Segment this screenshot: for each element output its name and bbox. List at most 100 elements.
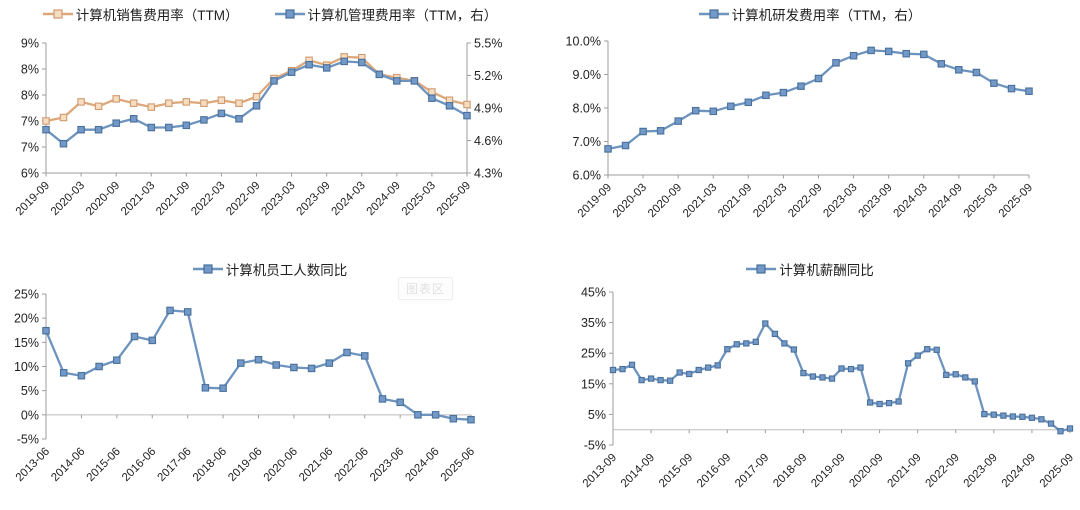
data-point-marker: [814, 74, 823, 83]
legend-label: 计算机薪酬同比: [779, 263, 874, 278]
y-axis-tick-label: 25%: [14, 288, 39, 302]
chart-rnd-ratio[interactable]: 计算机研发费用率（TTM，右） 10.0% 9.0% 8.0% 7.0% 6.0% 201…: [540, 0, 1080, 255]
data-point-marker: [621, 141, 630, 150]
data-point-marker: [325, 359, 334, 367]
data-point-marker: [647, 375, 655, 382]
legend-expense-ratios: 计算机销售费用率（TTM） 计算机管理费用率（TTM，右）: [0, 3, 540, 25]
data-point-marker: [378, 395, 387, 403]
y-axis-tick-label: 6.0%: [573, 169, 602, 183]
headcount-yoy-plot-area[interactable]: 25% 20% 15% 10% 5% 0% -5%2013-062014-062015-06…: [0, 280, 540, 510]
data-point-marker: [183, 308, 192, 316]
data-point-marker: [449, 414, 458, 423]
data-point-marker: [463, 100, 471, 109]
data-point-marker: [838, 365, 845, 372]
x-axis-tick-label: 2021-09: [154, 180, 192, 218]
data-point-marker: [165, 99, 173, 107]
data-point-marker: [235, 115, 243, 123]
legend-item: 计算机销售费用率（TTM）: [42, 4, 239, 24]
data-point-marker: [876, 400, 883, 408]
data-point-marker: [990, 411, 997, 418]
chart-area-tooltip: 图表区: [398, 277, 454, 300]
data-point-marker: [112, 95, 120, 103]
data-point-marker: [414, 411, 422, 419]
data-point-marker: [129, 99, 138, 107]
data-point-marker: [219, 384, 227, 392]
data-point-marker: [130, 332, 139, 341]
x-axis-tick-label: 2019-09: [576, 182, 614, 220]
data-point-marker: [809, 373, 817, 380]
data-point-marker: [638, 376, 645, 384]
series-orange: [42, 53, 471, 125]
x-axis-tick-label: 2021-03: [681, 182, 719, 220]
data-point-marker: [657, 376, 664, 384]
data-point-marker: [428, 88, 436, 96]
data-point-marker: [676, 369, 683, 376]
data-point-marker: [200, 116, 208, 124]
data-point-marker: [182, 121, 191, 130]
chart-expense-ratios[interactable]: 计算机销售费用率（TTM） 计算机管理费用率（TTM，右） 9% 8% 8% 7% 7% 6…: [0, 0, 540, 255]
x-axis-tick-label: 2017-09: [733, 452, 771, 490]
data-point-marker: [884, 47, 893, 56]
data-point-marker: [272, 361, 280, 369]
data-point-marker: [933, 346, 940, 353]
expense-ratios-plot-area[interactable]: 9%8%8%7%7%6%5.5%5.2%4.9%4.6%4.3%2019-092…: [0, 25, 540, 255]
x-axis-tick-label: 2022-09: [786, 182, 824, 220]
x-axis-tick-label: 2021-03: [119, 180, 157, 218]
data-point-marker: [666, 377, 674, 384]
y-axis-tick-label: 9%: [21, 37, 39, 51]
y-axis-tick-label: 8%: [21, 63, 39, 77]
rnd-ratio-plot-area[interactable]: 10.0% 9.0% 8.0% 7.0% 6.0%2019-092020-032020-…: [540, 25, 1080, 255]
data-point-marker: [743, 340, 750, 347]
data-point-marker: [1047, 420, 1055, 427]
data-point-marker: [990, 79, 998, 87]
data-point-marker: [252, 102, 261, 110]
series-blue: [42, 306, 475, 424]
axes: 9%8%8%7%7%6%5.5%5.2%4.9%4.6%4.3%2019-092…: [14, 37, 503, 218]
data-point-marker: [819, 374, 826, 381]
data-point-marker: [147, 103, 156, 111]
data-point-marker: [604, 145, 612, 153]
data-point-marker: [1066, 425, 1074, 432]
data-point-marker: [695, 366, 702, 374]
data-point-marker: [290, 363, 298, 372]
data-point-marker: [463, 111, 471, 120]
legend-headcount-yoy: 计算机员工人数同比: [0, 258, 540, 280]
x-axis-tick-label: 2014-09: [619, 452, 657, 490]
chart-salary-yoy[interactable]: 计算机薪酬同比 45% 35% 25% 15% 5% -5% 2013-09 2014-09 2…: [540, 255, 1080, 510]
series-blue: [42, 57, 471, 148]
x-axis-tick-label: 2024-09: [927, 182, 965, 220]
x-axis-tick-label: 2025-09: [1038, 452, 1076, 490]
data-point-marker: [828, 375, 836, 382]
data-point-marker: [902, 49, 910, 58]
data-point-marker: [200, 99, 208, 107]
data-point-marker: [410, 77, 419, 85]
data-point-marker: [343, 348, 351, 357]
y-axis-tick-label: 45%: [581, 286, 606, 300]
legend-label: 计算机销售费用率（TTM）: [75, 8, 239, 23]
legend-item: 计算机管理费用率（TTM，右）: [274, 4, 497, 24]
x-axis-tick-label: 2016-09: [695, 452, 733, 490]
x-axis-tick-label: 2023-03: [821, 182, 859, 220]
legend-line-marker-icon: [192, 264, 223, 274]
data-point-marker: [724, 346, 731, 353]
data-point-marker: [431, 411, 440, 419]
data-point-marker: [77, 125, 85, 134]
data-point-marker: [705, 364, 712, 371]
data-point-marker: [691, 106, 700, 115]
data-point-marker: [166, 306, 174, 315]
x-axis-tick-label: 2022-06: [333, 446, 371, 484]
data-point-marker: [322, 64, 331, 72]
data-point-marker: [217, 96, 226, 104]
data-point-marker: [800, 369, 807, 377]
data-point-marker: [686, 370, 693, 378]
data-point-marker: [1007, 84, 1016, 93]
data-point-marker: [639, 127, 647, 136]
salary-yoy-plot-area[interactable]: 45%35%25%15%5%-5%2013-09 2014-09 2015-09 20…: [540, 280, 1080, 510]
chart-headcount-yoy[interactable]: 计算机员工人数同比 图表区 25% 20% 15% 10% 5% 0% -5% 2013-06…: [0, 255, 540, 510]
x-axis-tick-label: 2024-09: [1000, 452, 1038, 490]
data-point-marker: [375, 70, 384, 79]
y-axis-right-tick-label: 4.9%: [474, 102, 503, 116]
x-axis-tick-label: 2023-03: [259, 180, 297, 218]
data-point-marker: [307, 364, 316, 373]
data-point-marker: [270, 77, 278, 85]
